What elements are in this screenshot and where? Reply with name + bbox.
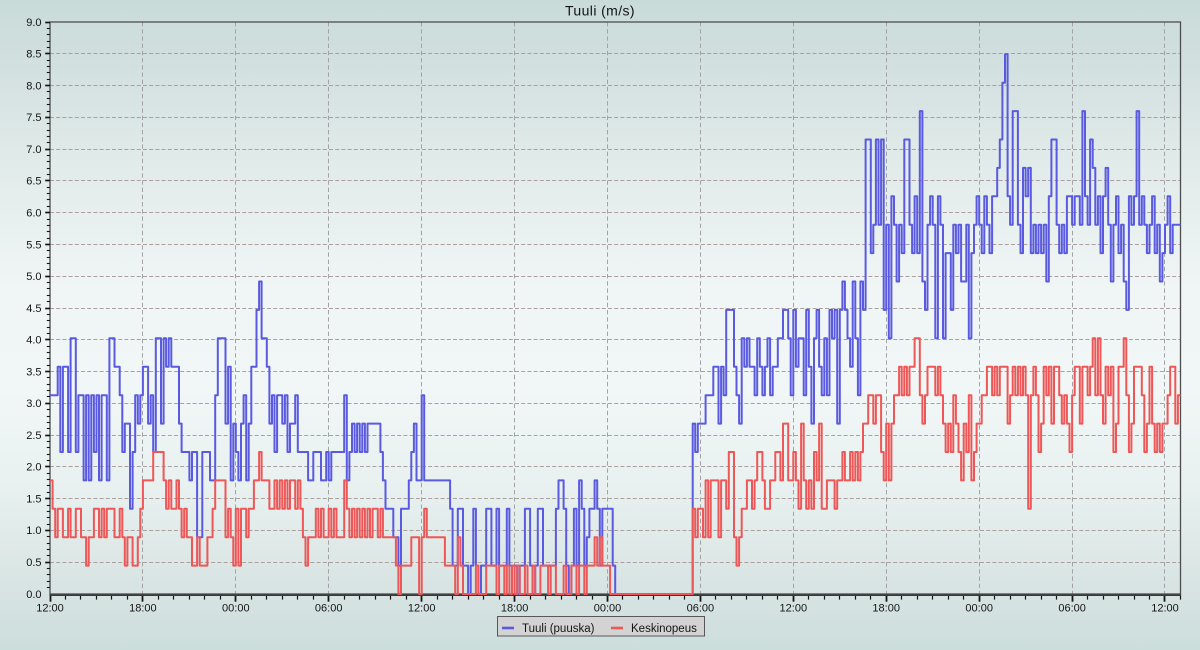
svg-text:12:00: 12:00	[408, 603, 436, 615]
svg-text:7.0: 7.0	[26, 144, 41, 156]
svg-text:18:00: 18:00	[872, 603, 900, 615]
svg-text:Tuuli (puuska): Tuuli (puuska)	[522, 623, 595, 635]
svg-text:6.5: 6.5	[26, 176, 41, 188]
svg-text:0.0: 0.0	[26, 589, 41, 601]
svg-text:Tuuli (m/s): Tuuli (m/s)	[565, 3, 635, 19]
svg-text:06:00: 06:00	[687, 603, 715, 615]
svg-text:3.5: 3.5	[26, 366, 41, 378]
svg-text:00:00: 00:00	[222, 603, 250, 615]
svg-text:4.0: 4.0	[26, 335, 41, 347]
svg-text:8.0: 8.0	[26, 80, 41, 92]
svg-text:00:00: 00:00	[965, 603, 993, 615]
svg-text:18:00: 18:00	[501, 603, 529, 615]
svg-text:3.0: 3.0	[26, 398, 41, 410]
svg-text:12:00: 12:00	[1151, 603, 1179, 615]
svg-text:12:00: 12:00	[780, 603, 808, 615]
svg-text:12:00: 12:00	[36, 603, 64, 615]
svg-text:2.5: 2.5	[26, 430, 41, 442]
svg-text:2.0: 2.0	[26, 462, 41, 474]
svg-text:6.0: 6.0	[26, 208, 41, 220]
svg-text:06:00: 06:00	[1058, 603, 1086, 615]
svg-text:Keskinopeus: Keskinopeus	[631, 623, 697, 635]
svg-text:8.5: 8.5	[26, 49, 41, 61]
svg-text:1.5: 1.5	[26, 494, 41, 506]
svg-text:1.0: 1.0	[26, 525, 41, 537]
svg-text:5.0: 5.0	[26, 271, 41, 283]
svg-text:18:00: 18:00	[129, 603, 157, 615]
svg-text:5.5: 5.5	[26, 239, 41, 251]
svg-text:4.5: 4.5	[26, 303, 41, 315]
svg-text:9.0: 9.0	[26, 17, 41, 29]
svg-text:7.5: 7.5	[26, 112, 41, 124]
svg-text:06:00: 06:00	[315, 603, 343, 615]
svg-text:0.5: 0.5	[26, 557, 41, 569]
svg-text:00:00: 00:00	[594, 603, 622, 615]
